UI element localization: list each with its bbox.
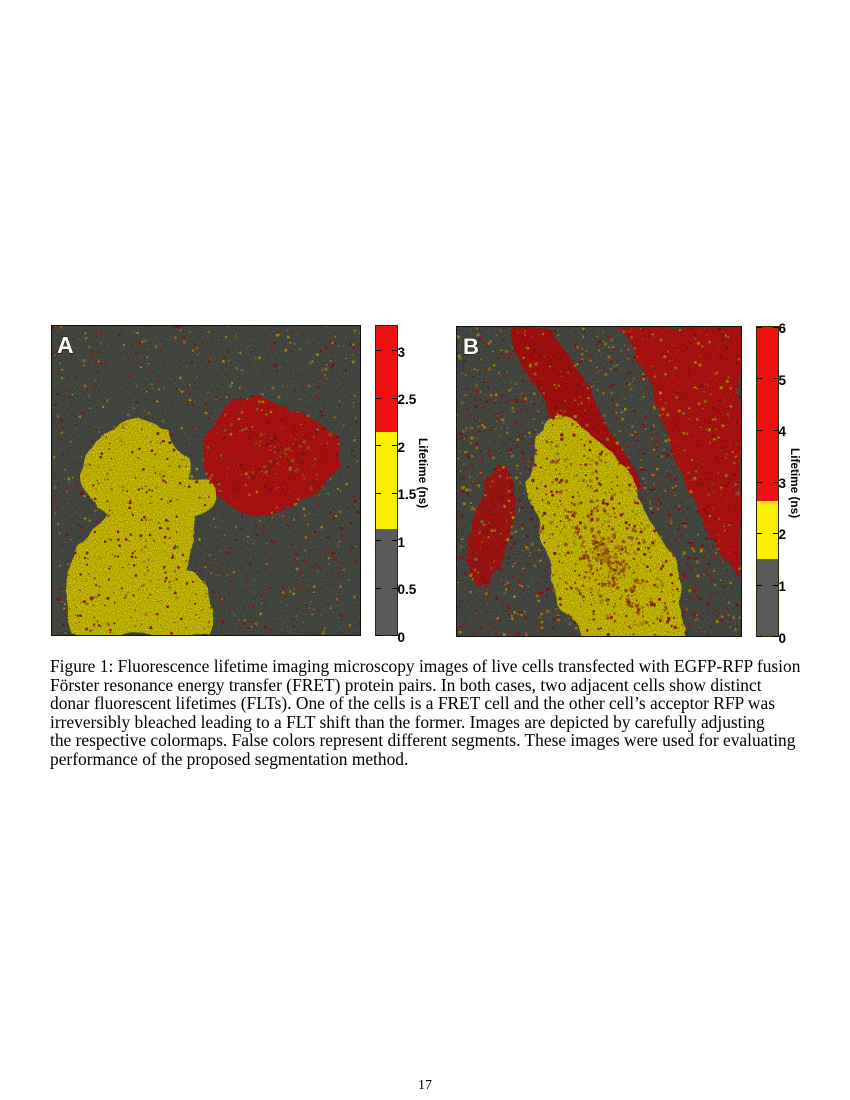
svg-text:A: A	[57, 332, 74, 358]
svg-text:B: B	[463, 334, 479, 359]
